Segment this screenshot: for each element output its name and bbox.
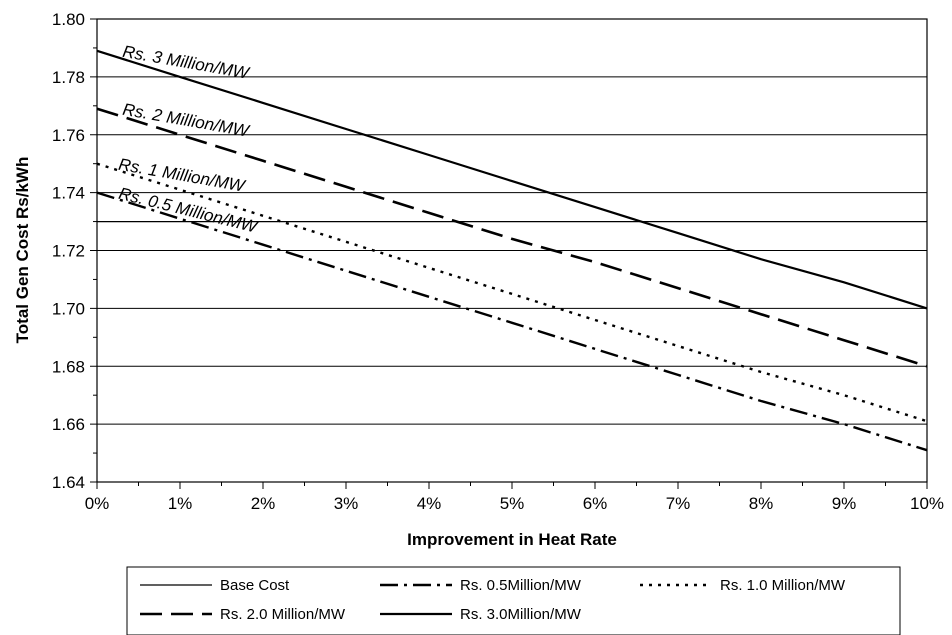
- y-axis-title: Total Gen Cost Rs/kWh: [13, 157, 32, 344]
- x-tick-label: 0%: [85, 494, 110, 513]
- legend-label-rs-2-0-million-mw: Rs. 2.0 Million/MW: [220, 606, 346, 623]
- y-tick-label: 1.70: [52, 299, 85, 318]
- x-tick-label: 2%: [251, 494, 276, 513]
- gridlines: [97, 18, 927, 425]
- x-tick-label: 5%: [500, 494, 525, 513]
- x-tick-label: 8%: [749, 494, 774, 513]
- y-tick-label: 1.68: [52, 357, 85, 376]
- y-tick-label: 1.74: [52, 184, 85, 203]
- y-tick-label: 1.72: [52, 242, 85, 261]
- x-tick-label: 7%: [666, 494, 691, 513]
- series-line-rs-3-0million-mw: [96, 49, 928, 310]
- legend: Base Cost Rs. 0.5Million/MW Rs. 1.0 Millio…: [126, 566, 901, 635]
- legend-label-rs-3-0million-mw: Rs. 3.0Million/MW: [460, 606, 582, 623]
- legend-label-rs-1-0-million-mw: Rs. 1.0 Million/MW: [720, 577, 846, 594]
- legend-label-rs-0-5million-mw: Rs. 0.5Million/MW: [460, 577, 582, 594]
- x-tick-label: 4%: [417, 494, 442, 513]
- x-axis-title: Improvement in Heat Rate: [407, 530, 617, 549]
- series-line-rs-1-0-million-mw: [96, 162, 928, 423]
- series-line-rs-2-0-million-mw: [96, 107, 928, 368]
- x-tick-label: 6%: [583, 494, 608, 513]
- y-tick-label: 1.66: [52, 415, 85, 434]
- plot-area-border: [96, 18, 928, 483]
- x-tick-label: 3%: [334, 494, 359, 513]
- y-tick-label: 1.78: [52, 68, 85, 87]
- legend-label-base-cost: Base Cost: [220, 577, 290, 594]
- y-tick-label: 1.64: [52, 473, 85, 492]
- axes: 1.64 1.66 1.68 1.70 1.72 1.74 1.76 1.78 1.80 0% 1%…: [52, 10, 944, 513]
- y-tick-label: 1.76: [52, 126, 85, 145]
- x-tick-label: 1%: [168, 494, 193, 513]
- x-tick-label: 10%: [910, 494, 944, 513]
- series-lines: [96, 49, 928, 452]
- series-line-rs-0-5million-mw: [96, 191, 928, 452]
- y-tick-label: 1.80: [52, 10, 85, 29]
- x-tick-label: 9%: [832, 494, 857, 513]
- legend-box: [126, 566, 901, 635]
